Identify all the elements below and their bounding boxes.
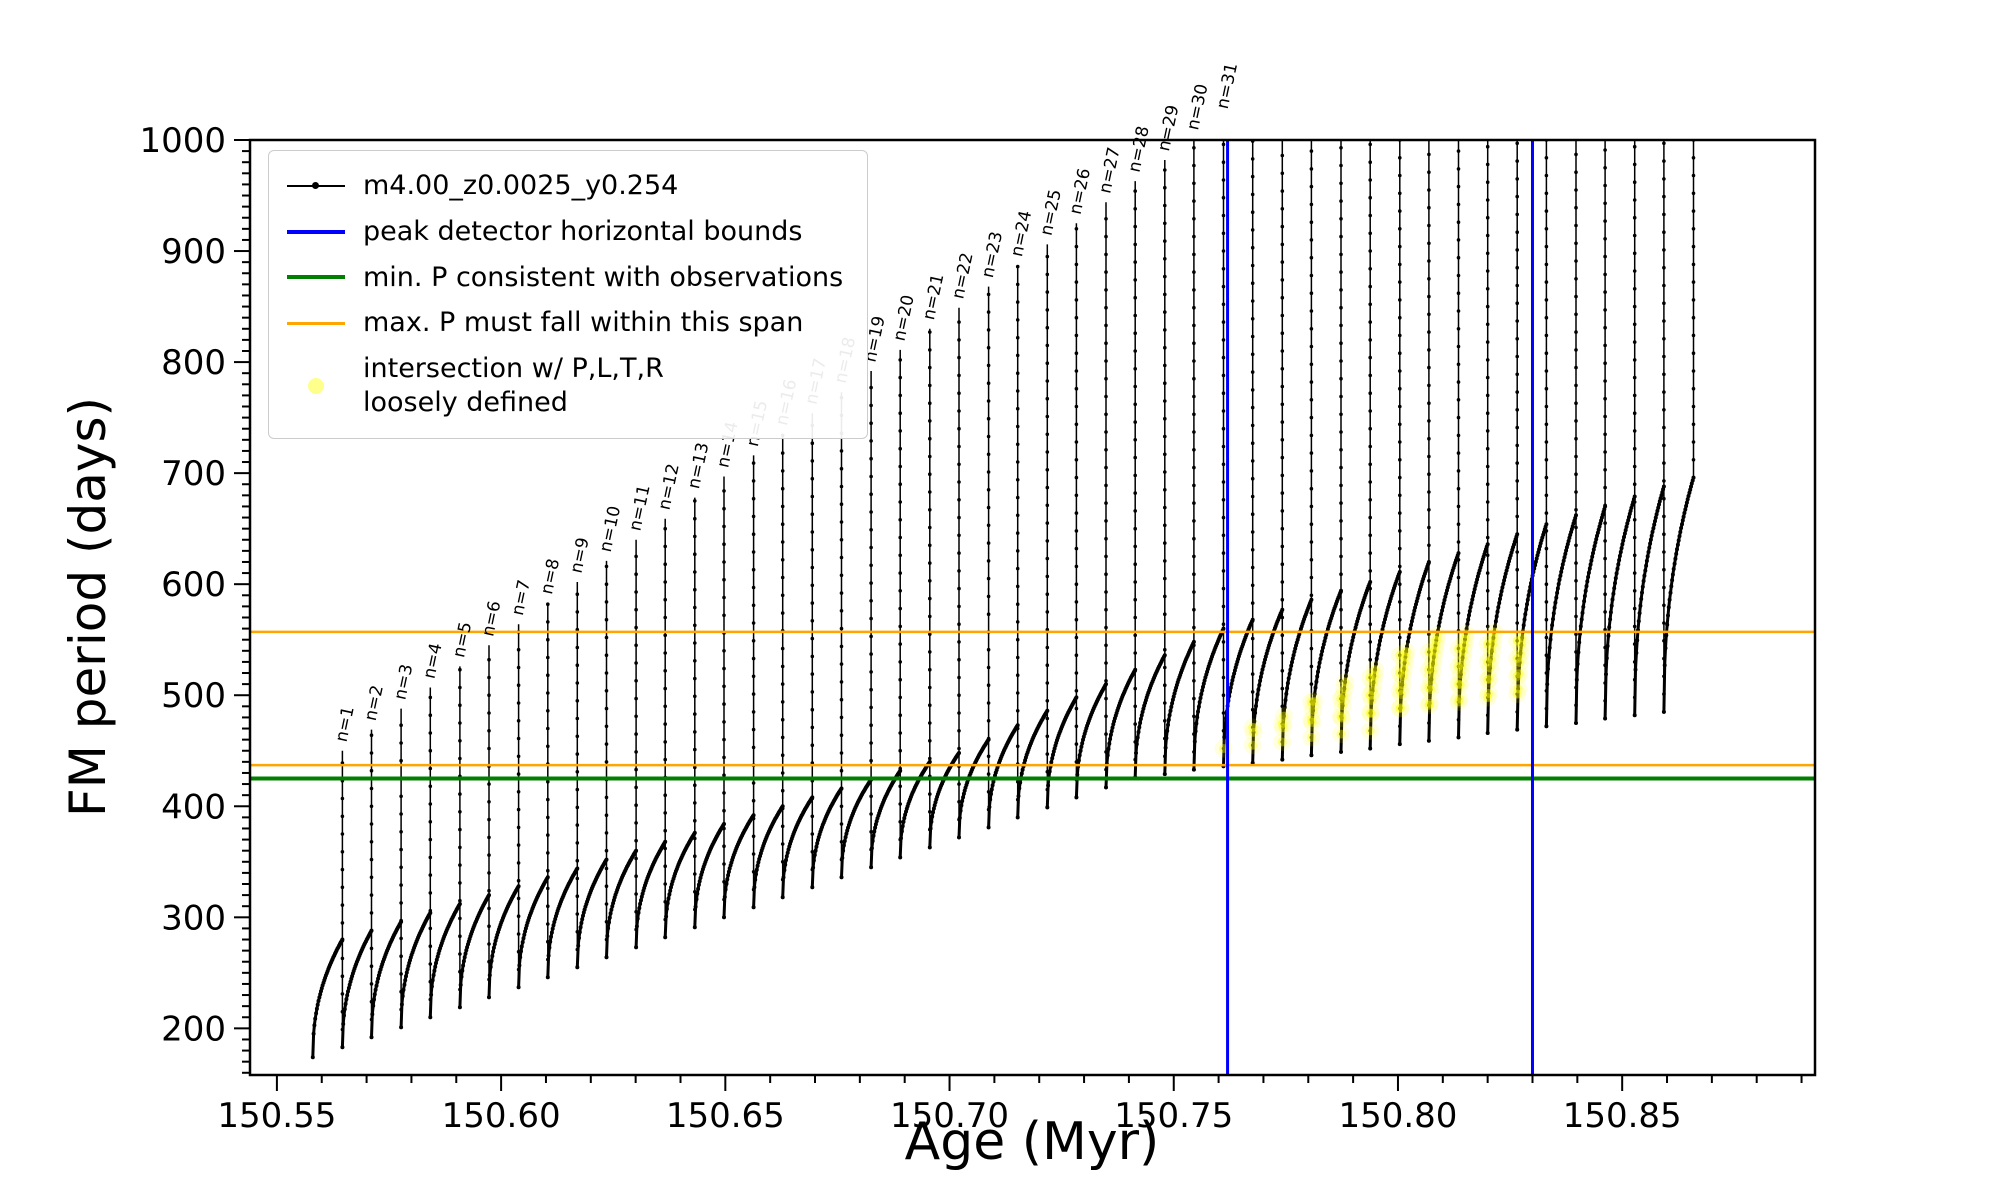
pulse-number-label: n=23 [978,230,1007,280]
legend-label-max-p: max. P must fall within this span [363,307,804,339]
y-tick-label: 200 [161,1009,226,1049]
pulse-number-label: n=4 [420,641,447,680]
y-axis-title: FM period (days) [59,397,117,817]
pulse-number-label: n=30 [1183,82,1212,132]
pulse-number-label: n=3 [390,662,417,701]
pulse-number-label: n=8 [537,557,564,596]
min-p-swatch-wrap [287,275,345,280]
blue-line-swatch [287,229,345,234]
pulse-number-label: n=22 [948,251,977,301]
pulse-number-label: n=13 [684,441,713,491]
axis-ticks [234,139,1803,1091]
pulse-number-label: n=21 [919,272,948,322]
y-tick-label: 300 [161,898,226,938]
y-tick-label: 700 [161,454,226,494]
intersection-highlight [1214,623,1532,758]
y-tick-label: 600 [161,565,226,605]
pulse-number-label: n=31 [1213,61,1242,111]
tick-labels: 150.55 150.60 150.65 150.70 150.75 150.80 150.… [139,121,1681,1136]
y-tick-label: 900 [161,232,226,272]
pulse-number-label: n=27 [1095,145,1124,195]
legend-entry-peak-bounds: peak detector horizontal bounds [287,209,843,255]
pulse-number-label: n=20 [890,293,919,343]
legend-entry-intersection: intersection w/ P,L,T,R loosely defined [287,346,843,426]
pulse-number-label: n=11 [625,483,654,533]
pulse-number-label: n=10 [596,504,625,554]
x-tick-label: 150.75 [1114,1096,1233,1136]
y-tick-label: 800 [161,343,226,383]
y-tick-label: 1000 [139,121,226,161]
x-tick-label: 150.80 [1338,1096,1457,1136]
intersection-swatch-wrap [287,377,345,394]
legend-label-peak-bounds: peak detector horizontal bounds [363,215,803,247]
x-tick-label: 150.85 [1563,1096,1682,1136]
pulse-number-label: n=28 [1125,124,1154,174]
orange-line-swatch [287,321,345,325]
pulse-number-label: n=5 [449,620,476,659]
y-tick-label: 400 [161,787,226,827]
legend-label-intersection: intersection w/ P,L,T,R loosely defined [363,353,664,418]
max-p-swatch-wrap [287,321,345,325]
pulse-number-label: n=26 [1066,167,1095,217]
pulse-number-label: n=1 [332,705,359,744]
pulse-number-label: n=29 [1154,103,1183,153]
pulse-number-label: n=9 [567,536,594,575]
x-tick-label: 150.70 [890,1096,1009,1136]
peak-bounds-swatch-wrap [287,229,345,234]
pulse-number-label: n=24 [1007,209,1036,259]
x-axis-title: Age (Myr) [904,1112,1160,1172]
series-markers [310,140,1696,1060]
pulse-number-label: n=25 [1037,188,1066,238]
green-line-swatch [287,275,345,280]
x-tick-label: 150.60 [442,1096,561,1136]
x-tick-label: 150.65 [666,1096,785,1136]
reference-lines [250,140,1815,1075]
series-line-dot-swatch [287,181,345,189]
axes-frame [248,138,1817,1077]
legend-entry-max-p: max. P must fall within this span [287,300,843,346]
pulse-number-label: n=12 [655,462,684,512]
x-tick-label: 150.55 [217,1096,336,1136]
series-swatch-wrap [287,181,345,189]
legend: m4.00_z0.0025_y0.254 peak detector horiz… [268,150,869,439]
pulse-number-label: n=7 [508,578,535,617]
pulse-number-label: n=2 [361,683,388,722]
legend-entry-min-p: min. P consistent with observations [287,255,843,301]
legend-label-series: m4.00_z0.0025_y0.254 [363,170,679,201]
yellow-dot-swatch [308,377,324,394]
legend-entry-series: m4.00_z0.0025_y0.254 [287,163,843,209]
y-tick-label: 500 [161,676,226,716]
legend-label-min-p: min. P consistent with observations [363,261,844,293]
